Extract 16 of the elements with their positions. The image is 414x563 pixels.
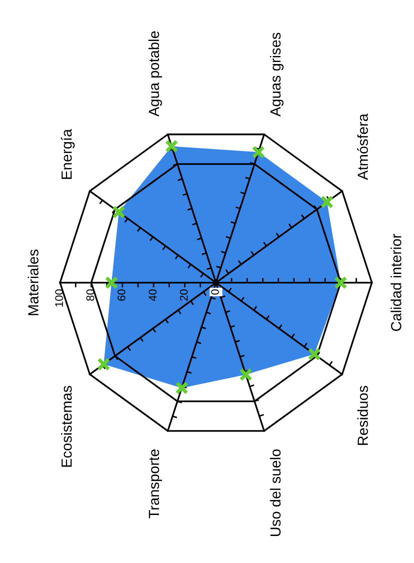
spoke-label: Energía: [60, 128, 75, 179]
y-tick-label: 80: [86, 289, 94, 301]
y-tick-label: 0: [211, 289, 219, 295]
spoke-label: Materiales: [28, 250, 38, 316]
spoke-label: Ecosistemas: [61, 386, 72, 467]
y-tick-label: 100: [55, 289, 64, 307]
y-tick-label: 40: [148, 289, 157, 302]
spoke-label: Residuos: [357, 386, 368, 445]
spoke-label: Atmósfera: [357, 114, 368, 180]
spoke-label: Calidad interior: [390, 234, 402, 331]
spoke-label: Uso del suelo: [270, 449, 281, 536]
spoke-label: Aguas grises: [270, 32, 284, 117]
y-tick-label: 60: [118, 289, 126, 301]
y-tick-label: 20: [180, 289, 188, 301]
spoke-label: Agua potable: [148, 31, 162, 117]
spoke-label: Transporte: [148, 449, 162, 518]
